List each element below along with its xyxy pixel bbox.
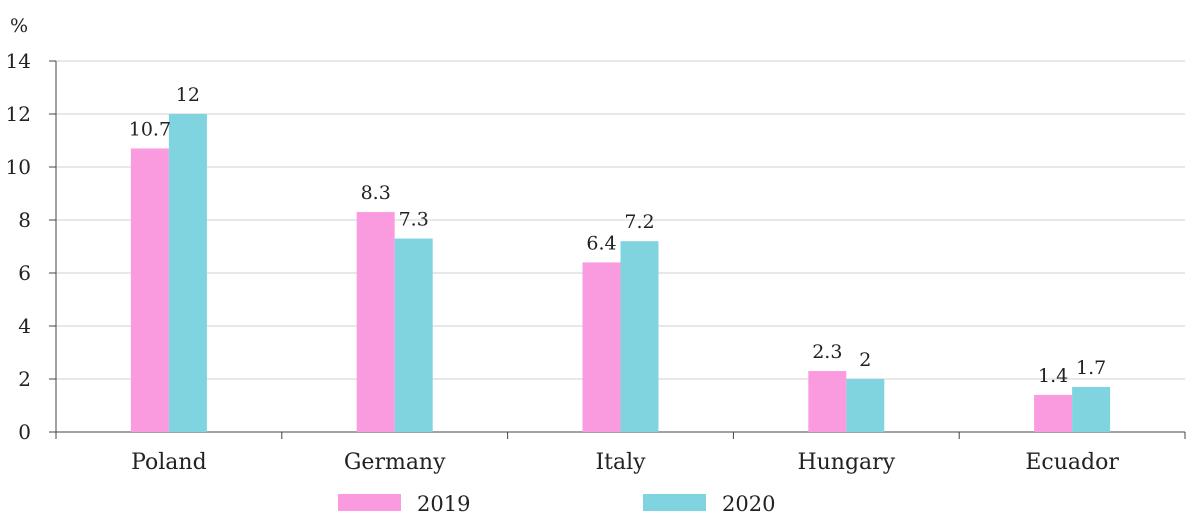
x-tick-label-germany: Germany: [344, 450, 446, 475]
x-tick-label-poland: Poland: [131, 450, 207, 475]
data-label-germany-2020: 7.3: [399, 209, 429, 231]
bar-italy-2019: [582, 262, 621, 432]
y-tick-label-6: 6: [18, 261, 31, 285]
bar-poland-2020: [168, 114, 207, 432]
data-label-italy-2020: 7.2: [624, 211, 654, 233]
bar-poland-2019: [130, 148, 169, 432]
y-tick-label-12: 12: [6, 102, 31, 126]
bar-germany-2019: [356, 212, 395, 432]
y-tick-label-2: 2: [18, 367, 31, 391]
bar-italy-2020: [620, 241, 659, 432]
data-label-ecuador-2019: 1.4: [1038, 365, 1068, 387]
bar-hungary-2020: [846, 379, 885, 432]
bars: [130, 114, 1111, 432]
legend-label-2020: 2020: [722, 492, 775, 516]
bar-ecuador-2019: [1034, 394, 1073, 432]
legend-swatch-2019: [338, 494, 401, 511]
labels: 02468101214Poland10.712Germany8.37.3Ital…: [6, 49, 1120, 475]
y-tick-label-10: 10: [6, 155, 31, 179]
data-label-poland-2019: 10.7: [129, 118, 171, 140]
y-tick-label-8: 8: [18, 208, 31, 232]
legend-swatch-2020: [643, 494, 706, 511]
data-label-germany-2019: 8.3: [361, 182, 391, 204]
bar-germany-2020: [394, 238, 433, 432]
y-tick-label-14: 14: [6, 49, 31, 73]
data-label-poland-2020: 12: [176, 84, 200, 106]
data-label-hungary-2020: 2: [859, 349, 871, 371]
data-label-italy-2019: 6.4: [586, 232, 616, 254]
y-tick-label-4: 4: [18, 314, 31, 338]
y-axis-unit-label: %: [10, 15, 28, 37]
x-tick-label-italy: Italy: [595, 450, 646, 475]
legend: 2019 2020: [338, 492, 775, 516]
y-tick-label-0: 0: [18, 420, 31, 444]
bar-ecuador-2020: [1072, 386, 1111, 432]
data-label-hungary-2019: 2.3: [812, 341, 842, 363]
x-tick-label-ecuador: Ecuador: [1025, 450, 1119, 475]
bar-hungary-2019: [808, 371, 847, 432]
x-tick-label-hungary: Hungary: [797, 450, 895, 475]
data-label-ecuador-2020: 1.7: [1076, 357, 1106, 379]
legend-label-2019: 2019: [417, 492, 470, 516]
